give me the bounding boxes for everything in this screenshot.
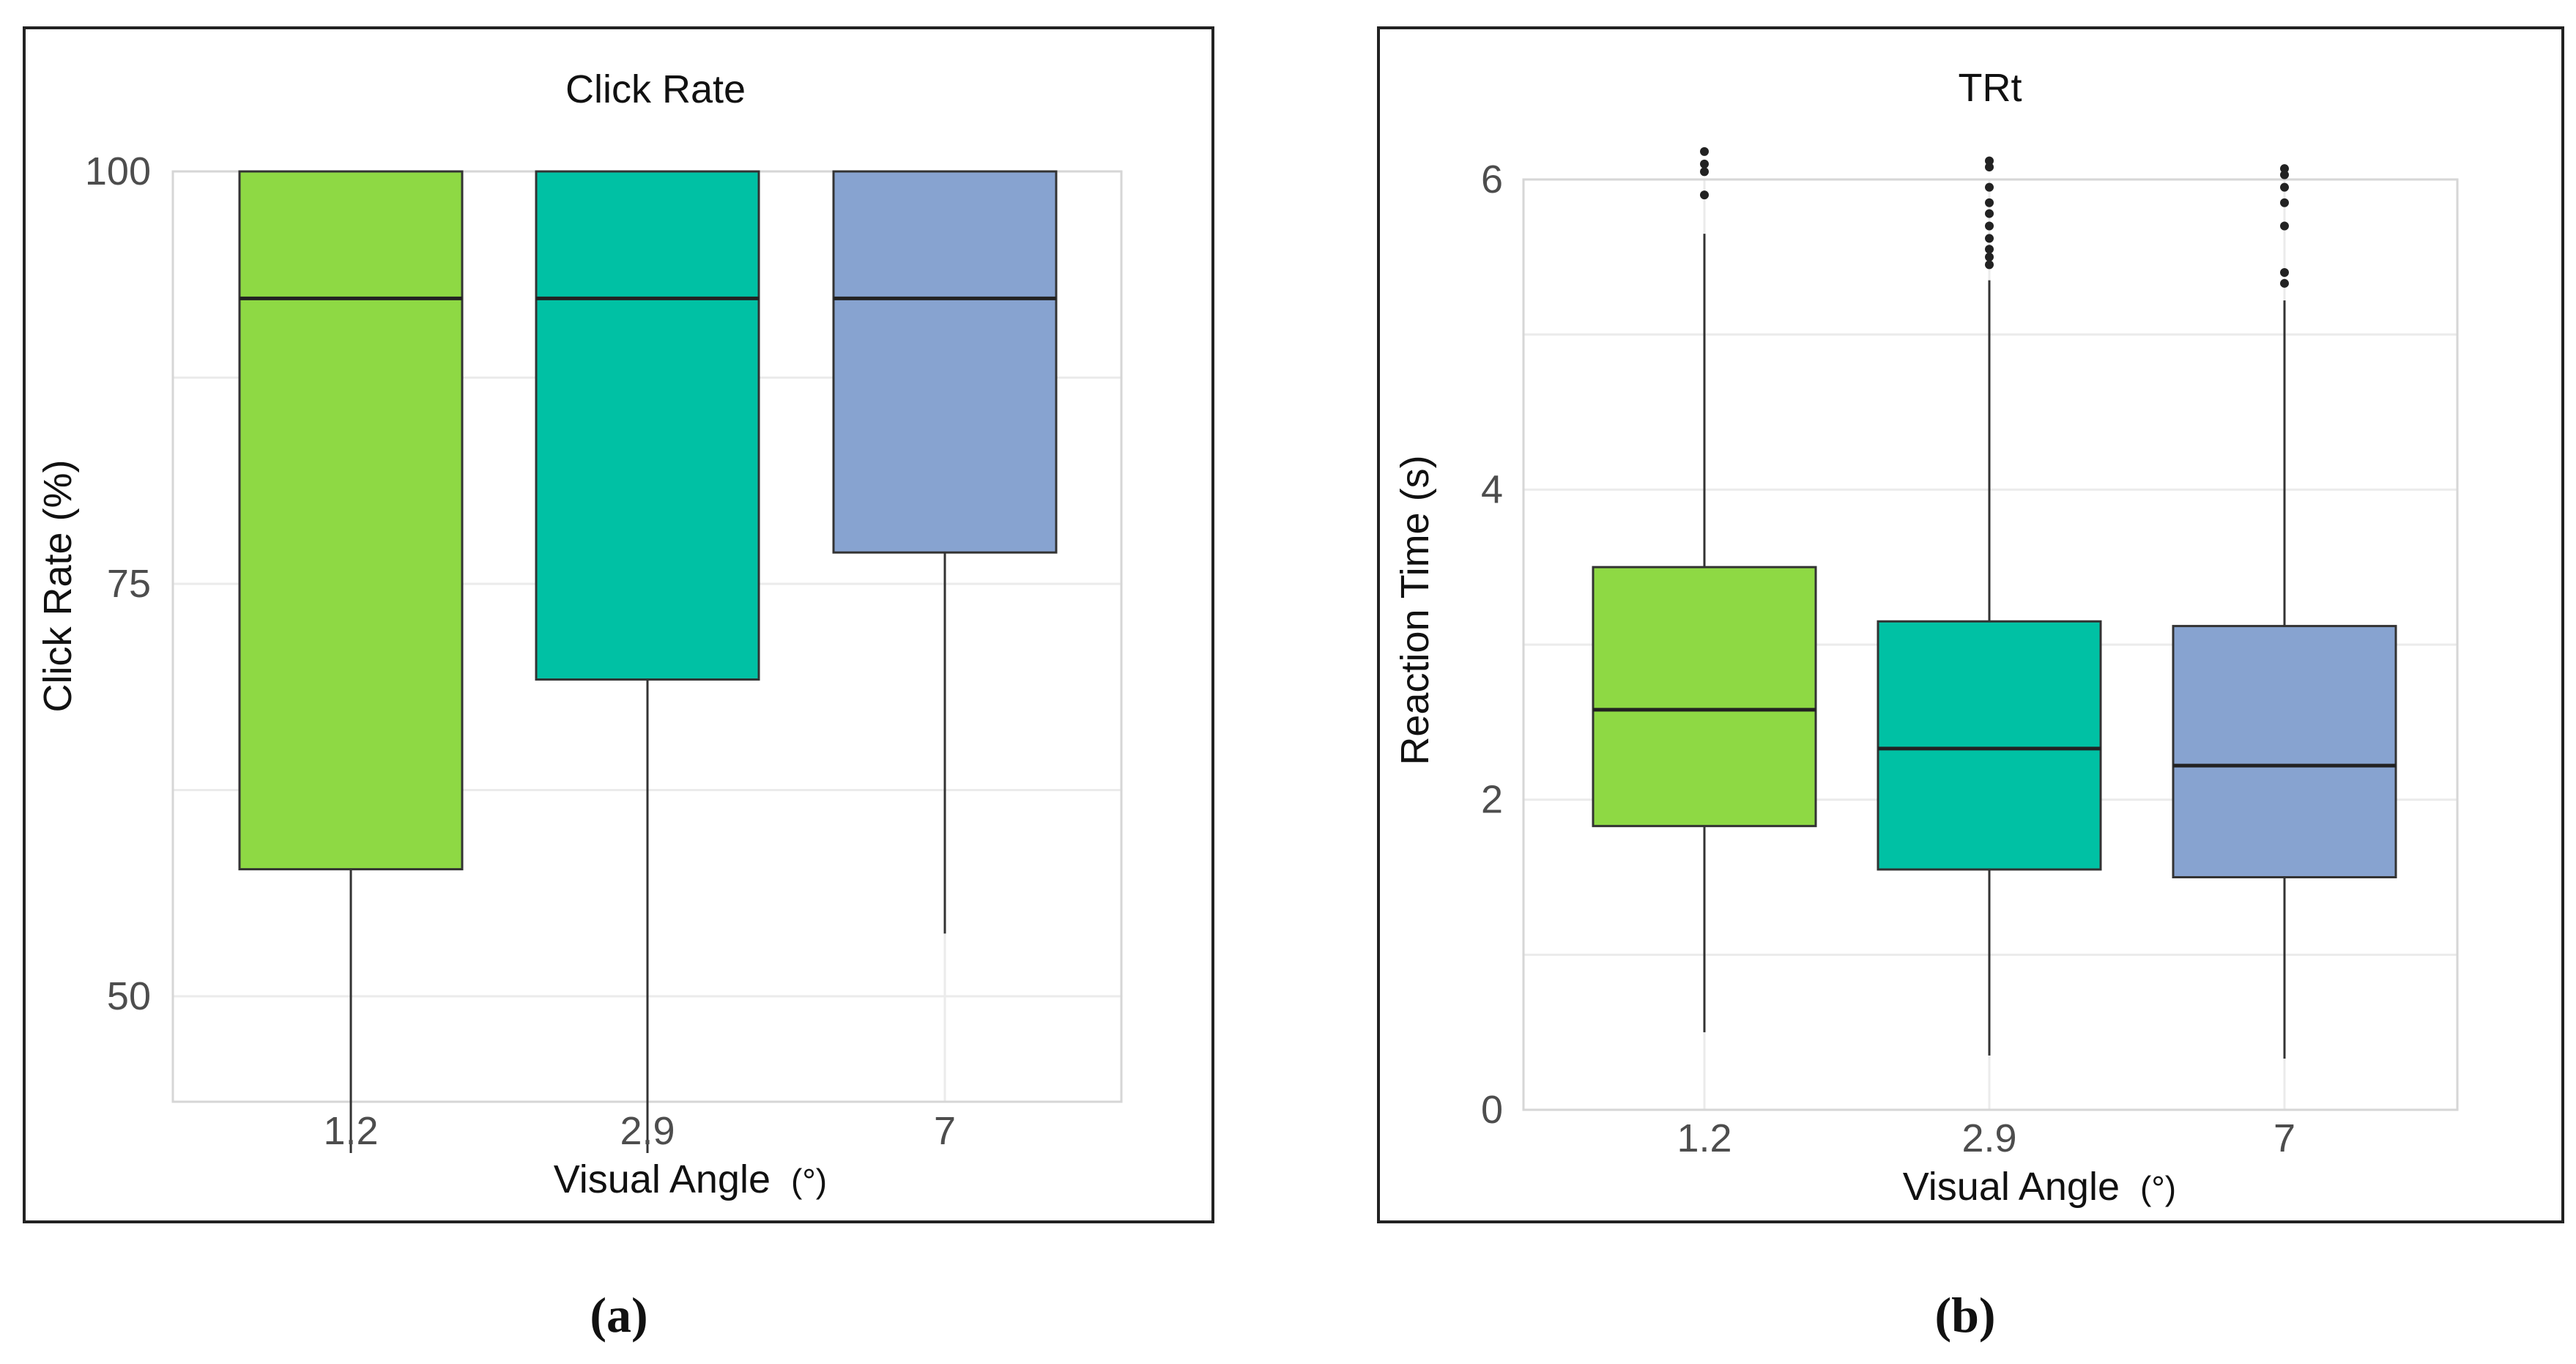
panel-click-rate: 50 75 100 1.2 2.9 7 Click Rate Click Rate (%… [23,26,1214,1223]
x-tick-label: 7 [2274,1116,2295,1160]
outlier-point [1985,182,1994,192]
y-tick-labels: 50 75 100 [85,149,151,1018]
box-1.2 [1592,147,1817,1033]
outlier-point [2280,268,2289,277]
outlier-point [1700,159,1709,168]
outlier-point [1985,234,1994,243]
y-tick-label: 6 [1481,157,1503,201]
x-tick-label: 7 [934,1109,956,1153]
x-axis-label: Visual Angle [554,1157,771,1201]
y-tick-labels: 0 2 4 6 [1481,157,1503,1132]
y-tick-label: 100 [85,149,151,193]
x-tick-label: 1.2 [1677,1116,1731,1160]
box-iqr [238,170,464,871]
chart-title: Click Rate [565,67,746,111]
outlier-point [2280,221,2289,231]
box-iqr [535,170,760,681]
outlier-point [2280,170,2289,179]
x-axis-label: Visual Angle [1903,1165,2120,1209]
box-1.2 [238,170,464,1153]
outlier-point [1985,252,1994,262]
box-iqr [1877,620,2102,871]
panel-reaction-time: 0 2 4 6 1.2 2.9 7 TRt Reaction Time (s) Visua… [1377,26,2564,1223]
box-2.9 [1877,156,2102,1056]
box-2.9 [535,170,760,1153]
outlier-point [2280,198,2289,207]
box-iqr [1592,566,1817,828]
outlier-point [1985,209,1994,218]
x-tick-label: 2.9 [1961,1116,2016,1160]
y-tick-label: 4 [1481,467,1503,511]
x-tick-label: 1.2 [323,1109,378,1153]
y-tick-label: 0 [1481,1088,1503,1132]
chart-title: TRt [1959,66,2022,110]
outlier-point [1985,156,1994,166]
x-tick-labels: 1.2 2.9 7 [1677,1116,2295,1160]
x-axis-unit: (°) [2140,1169,2176,1207]
outlier-point [1985,163,1994,172]
box-7 [2172,164,2397,1059]
y-tick-label: 75 [107,562,151,606]
caption-b: (b) [1934,1287,1995,1343]
box-7 [832,170,1058,934]
plot-border [1522,178,2459,1111]
boxes [1592,147,2397,1059]
y-tick-label: 50 [107,974,151,1018]
outlier-point [2280,164,2289,174]
outlier-point [1700,190,1709,200]
outlier-point [2280,182,2289,192]
x-tick-labels: 1.2 2.9 7 [323,1109,956,1153]
outlier-point [1985,245,1994,254]
box-iqr [832,170,1058,554]
x-axis-unit: (°) [791,1162,827,1200]
outlier-point [2280,278,2289,288]
caption-a: (a) [590,1287,647,1343]
y-tick-label: 2 [1481,778,1503,822]
boxes [238,170,1058,1153]
outlier-point [1985,221,1994,231]
outlier-point [1985,260,1994,270]
y-axis-label: Reaction Time (s) [1393,455,1437,765]
box-iqr [2172,625,2397,878]
outlier-point [1985,198,1994,207]
outlier-point [1700,147,1709,156]
y-axis-label: Click Rate (%) [36,459,80,712]
x-tick-label: 2.9 [620,1109,675,1153]
outlier-point [1700,167,1709,177]
